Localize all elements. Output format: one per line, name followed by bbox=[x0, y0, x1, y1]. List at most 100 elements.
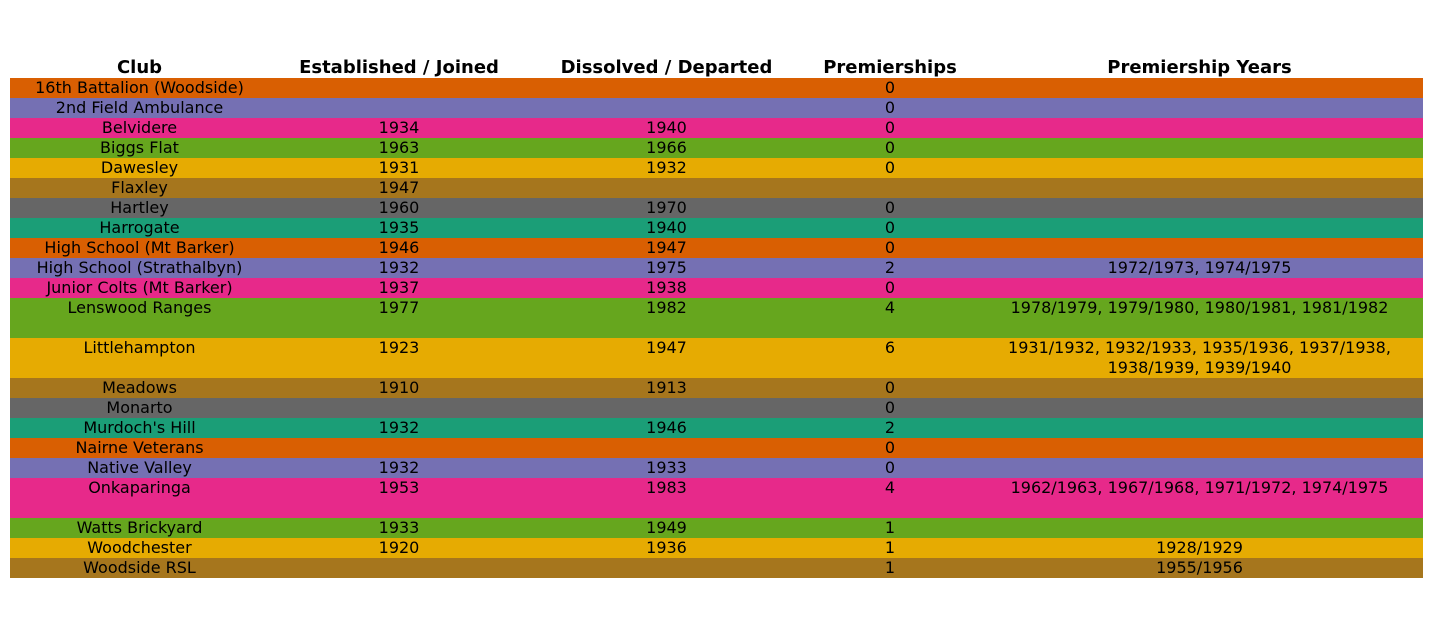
cell-premiership-years bbox=[976, 178, 1423, 198]
cell-established: 1932 bbox=[378, 418, 420, 437]
cell-established: 1933 bbox=[378, 518, 420, 537]
cell-premiership-years bbox=[976, 398, 1423, 418]
cell-established: 1931 bbox=[378, 158, 420, 177]
table-row: Biggs Flat 1963 1966 0 bbox=[10, 138, 1423, 158]
cell-premierships: 0 bbox=[884, 198, 896, 217]
cell-premiership-years: 1955/1956 bbox=[1156, 558, 1243, 577]
cell-dissolved: 1975 bbox=[646, 258, 687, 277]
cell-club: Meadows bbox=[102, 378, 177, 397]
table-row: Flaxley 1947 bbox=[10, 178, 1423, 198]
header-dissolved: Dissolved / Departed bbox=[560, 57, 773, 78]
cell-established: 1935 bbox=[378, 218, 420, 237]
cell-premierships: 0 bbox=[884, 78, 896, 97]
table-row: Native Valley 1932 1933 0 bbox=[10, 458, 1423, 478]
cell-established: 1932 bbox=[378, 258, 420, 277]
cell-premierships: 1 bbox=[884, 538, 896, 557]
cell-club: Woodside RSL bbox=[83, 558, 196, 577]
table-row: Onkaparinga 1953 1983 4 1962/1963, 1967/1968… bbox=[10, 478, 1423, 518]
cell-established: 1910 bbox=[378, 378, 420, 397]
cell-dissolved: 1933 bbox=[646, 458, 687, 477]
cell-premiership-years bbox=[976, 78, 1423, 98]
cell-club: Flaxley bbox=[111, 178, 168, 197]
cell-club: Murdoch's Hill bbox=[83, 418, 196, 437]
cell-club: Harrogate bbox=[99, 218, 180, 237]
cell-dissolved: 1913 bbox=[646, 378, 687, 397]
cell-club: High School (Strathalbyn) bbox=[36, 258, 243, 277]
cell-established bbox=[269, 438, 529, 458]
cell-premiership-years bbox=[976, 458, 1423, 478]
cell-premiership-years bbox=[976, 418, 1423, 438]
cell-established: 1934 bbox=[378, 118, 420, 137]
header-established: Established / Joined bbox=[299, 57, 499, 78]
cell-club: Onkaparinga bbox=[88, 478, 191, 497]
cell-dissolved: 1932 bbox=[646, 158, 687, 177]
cell-established: 1937 bbox=[378, 278, 420, 297]
cell-premiership-years bbox=[976, 238, 1423, 258]
table-row: Hartley 1960 1970 0 bbox=[10, 198, 1423, 218]
cell-club: Littlehampton bbox=[83, 338, 196, 357]
cell-premierships: 0 bbox=[884, 458, 896, 477]
cell-dissolved: 1946 bbox=[646, 418, 687, 437]
cell-dissolved: 1936 bbox=[646, 538, 687, 557]
cell-club: Woodchester bbox=[87, 538, 192, 557]
cell-premierships: 6 bbox=[884, 338, 896, 357]
cell-premiership-years bbox=[976, 98, 1423, 118]
cell-club: Monarto bbox=[106, 398, 173, 417]
cell-premierships bbox=[804, 178, 976, 198]
cell-dissolved bbox=[529, 178, 804, 198]
cell-premierships: 0 bbox=[884, 438, 896, 457]
cell-club: 16th Battalion (Woodside) bbox=[35, 78, 244, 97]
table-row: Woodchester 1920 1936 1 1928/1929 bbox=[10, 538, 1423, 558]
cell-premiership-years: 1972/1973, 1974/1975 bbox=[1107, 258, 1292, 277]
table-row: Lenswood Ranges 1977 1982 4 1978/1979, 1979/… bbox=[10, 298, 1423, 338]
table-row: Junior Colts (Mt Barker) 1937 1938 0 bbox=[10, 278, 1423, 298]
cell-premierships: 0 bbox=[884, 218, 896, 237]
cell-dissolved: 1947 bbox=[646, 238, 687, 257]
cell-club: High School (Mt Barker) bbox=[44, 238, 235, 257]
cell-established: 1920 bbox=[378, 538, 420, 557]
cell-dissolved: 1940 bbox=[646, 118, 687, 137]
cell-club: 2nd Field Ambulance bbox=[55, 98, 224, 117]
header-premiership-years: Premiership Years bbox=[1107, 57, 1292, 78]
table-row: Harrogate 1935 1940 0 bbox=[10, 218, 1423, 238]
cell-established bbox=[269, 558, 529, 578]
cell-premiership-years bbox=[976, 378, 1423, 398]
cell-established: 1960 bbox=[378, 198, 420, 217]
clubs-table: Club Established / Joined Dissolved / De… bbox=[10, 57, 1423, 578]
cell-premierships: 0 bbox=[884, 278, 896, 297]
cell-premiership-years: 1931/1932, 1932/1933, 1935/1936, 1937/19… bbox=[1008, 338, 1391, 377]
cell-club: Hartley bbox=[110, 198, 169, 217]
cell-club: Nairne Veterans bbox=[75, 438, 204, 457]
cell-premierships: 2 bbox=[884, 258, 896, 277]
cell-club: Dawesley bbox=[100, 158, 179, 177]
cell-established: 1946 bbox=[378, 238, 420, 257]
cell-premierships: 4 bbox=[884, 298, 896, 317]
cell-dissolved bbox=[529, 78, 804, 98]
cell-established: 1977 bbox=[378, 298, 420, 317]
cell-established bbox=[269, 398, 529, 418]
cell-club: Watts Brickyard bbox=[76, 518, 203, 537]
cell-premierships: 0 bbox=[884, 398, 896, 417]
cell-premierships: 2 bbox=[884, 418, 896, 437]
table-row: Murdoch's Hill 1932 1946 2 bbox=[10, 418, 1423, 438]
table-header: Club Established / Joined Dissolved / De… bbox=[10, 57, 1423, 78]
cell-premiership-years bbox=[976, 198, 1423, 218]
cell-club: Native Valley bbox=[87, 458, 192, 477]
cell-established: 1923 bbox=[378, 338, 420, 357]
cell-established: 1963 bbox=[378, 138, 420, 157]
cell-club: Junior Colts (Mt Barker) bbox=[46, 278, 233, 297]
cell-premierships: 1 bbox=[884, 558, 896, 577]
cell-premierships: 0 bbox=[884, 238, 896, 257]
cell-dissolved: 1940 bbox=[646, 218, 687, 237]
cell-dissolved: 1982 bbox=[646, 298, 687, 317]
cell-dissolved: 1938 bbox=[646, 278, 687, 297]
cell-established: 1953 bbox=[378, 478, 420, 497]
header-premierships: Premierships bbox=[823, 57, 957, 78]
cell-premiership-years: 1978/1979, 1979/1980, 1980/1981, 1981/19… bbox=[1010, 298, 1389, 317]
cell-dissolved bbox=[529, 438, 804, 458]
cell-dissolved: 1983 bbox=[646, 478, 687, 497]
table-row: Watts Brickyard 1933 1949 1 bbox=[10, 518, 1423, 538]
table-row: Woodside RSL 1 1955/1956 bbox=[10, 558, 1423, 578]
cell-premierships: 1 bbox=[884, 518, 896, 537]
cell-premiership-years: 1928/1929 bbox=[1156, 538, 1243, 557]
